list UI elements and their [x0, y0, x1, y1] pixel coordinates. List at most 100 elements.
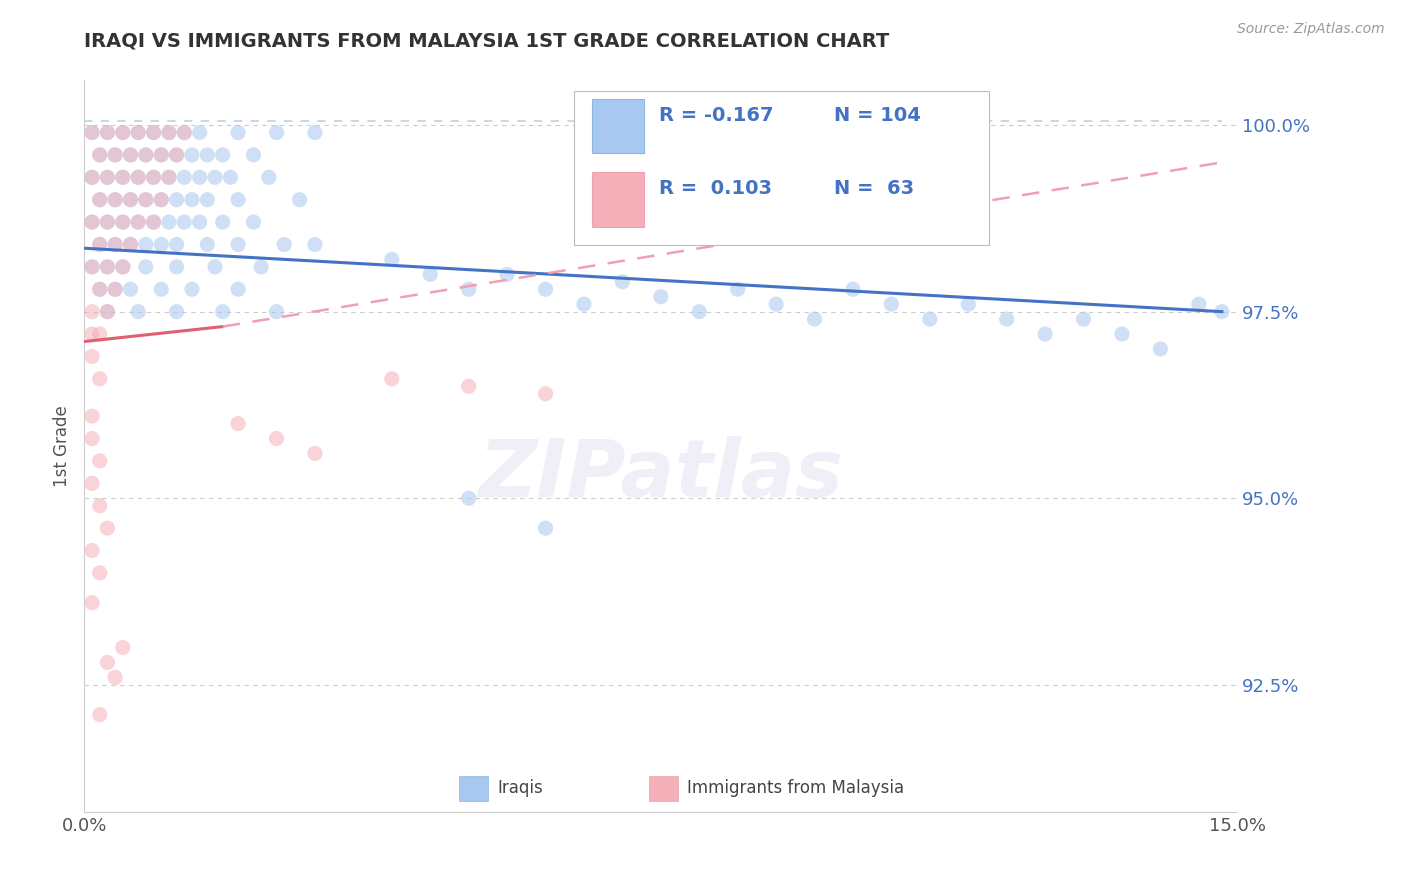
Point [111, 170, 134, 185]
Point [273, 237, 295, 252]
Point [96, 304, 118, 318]
Point [211, 215, 233, 229]
Point [135, 193, 157, 207]
Point [166, 260, 188, 274]
Point [457, 282, 479, 296]
Point [111, 126, 134, 140]
Point [288, 193, 311, 207]
Point [211, 148, 233, 162]
Text: Iraqis: Iraqis [498, 780, 543, 797]
Point [727, 282, 749, 296]
Point [204, 260, 226, 274]
Text: IRAQI VS IMMIGRANTS FROM MALAYSIA 1ST GRADE CORRELATION CHART: IRAQI VS IMMIGRANTS FROM MALAYSIA 1ST GR… [84, 31, 890, 50]
Text: R =  0.103: R = 0.103 [658, 179, 772, 198]
Point [1188, 297, 1211, 311]
Point [89, 148, 111, 162]
Point [195, 193, 218, 207]
Point [142, 126, 165, 140]
Point [880, 297, 903, 311]
Point [995, 312, 1018, 326]
Point [127, 215, 149, 229]
FancyBboxPatch shape [575, 91, 990, 245]
Point [89, 193, 111, 207]
Point [89, 566, 111, 580]
Point [104, 237, 127, 252]
Text: ZIPatlas: ZIPatlas [478, 436, 844, 515]
Point [612, 275, 634, 289]
Point [1211, 304, 1233, 318]
Point [104, 193, 127, 207]
Point [127, 170, 149, 185]
Point [181, 282, 204, 296]
FancyBboxPatch shape [592, 99, 644, 153]
Point [496, 268, 519, 282]
Point [572, 297, 595, 311]
Point [157, 126, 180, 140]
Point [111, 170, 134, 185]
Point [1111, 326, 1133, 341]
Point [166, 193, 188, 207]
Point [150, 148, 173, 162]
Point [89, 454, 111, 468]
Point [166, 148, 188, 162]
Point [80, 350, 103, 364]
Point [135, 237, 157, 252]
Point [304, 446, 326, 460]
Point [120, 148, 142, 162]
Point [219, 170, 242, 185]
Point [166, 237, 188, 252]
Point [80, 326, 103, 341]
Point [534, 521, 557, 535]
Point [96, 126, 118, 140]
Point [135, 260, 157, 274]
Point [104, 193, 127, 207]
Point [96, 170, 118, 185]
Point [211, 304, 233, 318]
FancyBboxPatch shape [592, 171, 644, 227]
Point [250, 260, 273, 274]
Point [111, 126, 134, 140]
Point [96, 215, 118, 229]
Point [157, 170, 180, 185]
Point [381, 252, 404, 267]
Point [957, 297, 980, 311]
Point [89, 372, 111, 386]
Point [181, 193, 204, 207]
Point [650, 290, 672, 304]
Point [80, 304, 103, 318]
Point [120, 148, 142, 162]
FancyBboxPatch shape [650, 776, 678, 801]
Point [111, 215, 134, 229]
Point [89, 282, 111, 296]
Point [80, 260, 103, 274]
Point [80, 126, 103, 140]
Point [257, 170, 280, 185]
Point [142, 126, 165, 140]
Point [688, 304, 710, 318]
Point [188, 215, 211, 229]
Point [304, 237, 326, 252]
Point [419, 268, 441, 282]
Point [242, 215, 264, 229]
Text: Source: ZipAtlas.com: Source: ZipAtlas.com [1237, 22, 1385, 37]
Point [157, 170, 180, 185]
Point [150, 193, 173, 207]
Point [150, 237, 173, 252]
Point [142, 170, 165, 185]
Point [127, 215, 149, 229]
Text: N =  63: N = 63 [834, 179, 914, 198]
Point [89, 282, 111, 296]
Point [80, 543, 103, 558]
Text: N = 104: N = 104 [834, 106, 921, 125]
Point [150, 148, 173, 162]
Point [1149, 342, 1171, 356]
Point [104, 282, 127, 296]
Point [96, 215, 118, 229]
Point [195, 148, 218, 162]
Point [803, 312, 825, 326]
Point [534, 282, 557, 296]
Point [111, 260, 134, 274]
Point [226, 193, 249, 207]
Point [173, 126, 195, 140]
Point [120, 237, 142, 252]
